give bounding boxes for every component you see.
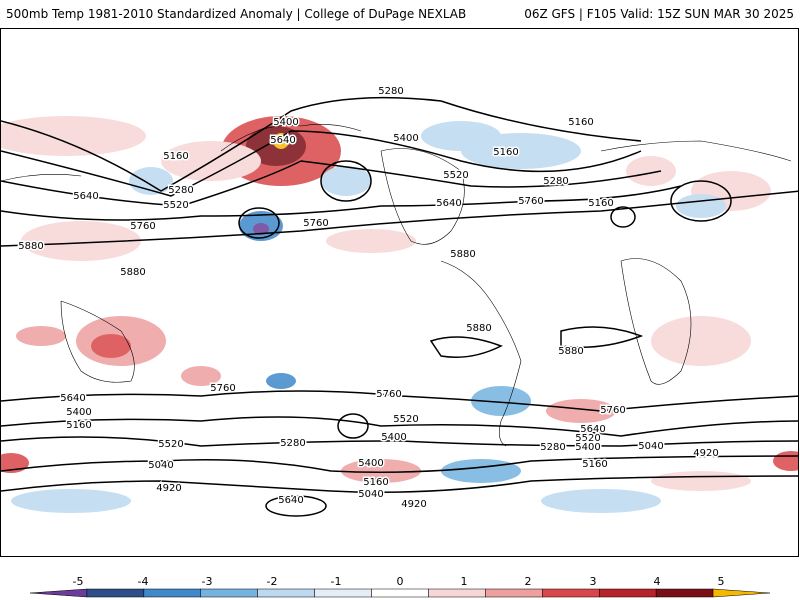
contour-label: 5280 [540,442,565,453]
contour-label: 5640 [270,135,295,146]
colorbar-label: -5 [72,575,84,588]
contour-label: 5760 [376,389,401,400]
contour-label: 5640 [436,198,461,209]
contour-label: 5640 [60,393,85,404]
contour-label: 5280 [378,86,403,97]
colorbar-label: 1 [460,575,468,588]
contour-label: 5160 [363,477,388,488]
contour-label: 5640 [278,495,303,506]
colorbar-swatch [29,588,88,598]
height-contours [1,96,798,517]
colorbar-swatch [257,588,315,598]
contour-label: 5160 [568,117,593,128]
contour-label: 5280 [280,438,305,449]
contour-label: 5160 [582,459,607,470]
contour-label: 5880 [18,241,43,252]
colorbar-swatch [655,588,714,598]
colorbar-label: -2 [266,575,278,588]
contour-label: 5400 [393,133,418,144]
contour-label: 5880 [120,267,145,278]
contour-label: 5400 [273,117,298,128]
colorbar-label: 2 [524,575,532,588]
contour-label: 5760 [210,383,235,394]
colorbar-swatch [428,588,486,598]
colorbar-label: -1 [330,575,342,588]
contour-label: 5160 [493,147,518,158]
colorbar-label: 5 [717,575,725,588]
contour-label: 5760 [600,405,625,416]
contour-label: 5160 [163,151,188,162]
contour-label: 5760 [130,221,155,232]
contour-label: 5040 [358,489,383,500]
color-scale-bar [29,588,771,598]
contour-label: 5880 [558,346,583,357]
contour-label: 5760 [518,196,543,207]
model-run-info: 06Z GFS | F105 Valid: 15Z SUN MAR 30 202… [524,7,794,21]
contour-label: 5160 [588,198,613,209]
colorbar-label: -4 [137,575,149,588]
colorbar-swatch [712,588,771,598]
contour-label: 5520 [163,200,188,211]
colorbar-swatch [485,588,543,598]
contour-label: 5040 [148,460,173,471]
colorbar-label: 3 [589,575,597,588]
map-title: 500mb Temp 1981-2010 Standardized Anomal… [6,7,467,21]
map-panel[interactable]: 5280 5160 5400 5640 5160 5280 5640 5520 5760 5160… [0,28,799,557]
contour-label: 5520 [393,414,418,425]
colorbar-label: 4 [653,575,661,588]
contour-label: 4920 [401,499,426,510]
colorbar-swatch [143,588,202,598]
colorbar-swatch [86,588,145,598]
contour-labels: 5280516054005640516052805640552057605160… [17,85,720,512]
contour-label: 5640 [73,191,98,202]
contour-label: 5400 [66,407,91,418]
anomaly-shading [1,116,798,513]
colorbar-label: 0 [396,575,404,588]
contour-label: 5760 [303,218,328,229]
colorbar-swatch [542,588,600,598]
world-map: 5280516054005640516052805640552057605160… [1,85,798,517]
contour-label: 5520 [443,170,468,181]
contour-label: 5640 [580,424,605,435]
colorbar-swatch [200,588,258,598]
colorbar-label: -3 [201,575,213,588]
contour-label: 5280 [168,185,193,196]
contour-label: 5280 [543,176,568,187]
contour-label: 5520 [575,433,600,444]
contour-label: 4920 [156,483,181,494]
contour-label: 5880 [450,249,475,260]
contour-label: 5520 [158,439,183,450]
contour-label: 5400 [381,432,406,443]
colorbar-swatch [598,588,657,598]
contour-label: 5400 [575,442,600,453]
contour-label: 5880 [466,323,491,334]
colorbar-swatch [371,588,429,598]
contour-label: 5160 [66,420,91,431]
colorbar-swatch [314,588,372,598]
contour-label: 5040 [638,441,663,452]
contour-label: 5400 [358,458,383,469]
header-bar: 500mb Temp 1981-2010 Standardized Anomal… [0,0,800,28]
contour-label: 4920 [693,448,718,459]
